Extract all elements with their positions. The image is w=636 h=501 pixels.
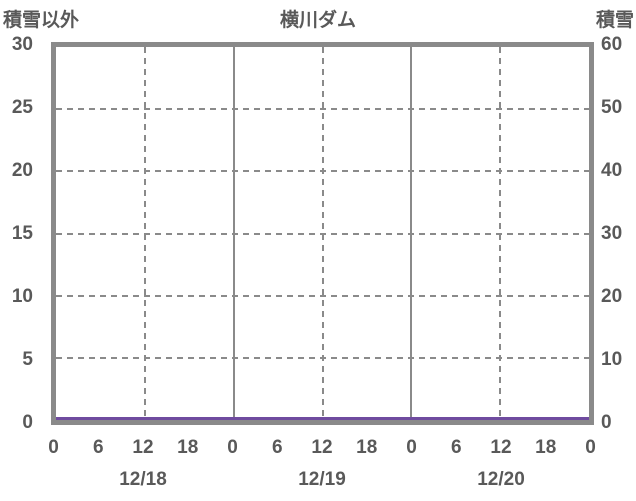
left-axis-title: 積雪以外	[3, 10, 80, 31]
right-axis-tick-10: 10	[601, 348, 623, 370]
left-axis-tick-25: 25	[11, 96, 33, 118]
x-axis-tick-h18: 18	[177, 437, 199, 458]
right-axis-tick-0: 0	[601, 411, 612, 433]
right-axis-tick-50: 50	[601, 96, 623, 118]
x-axis-tick-h54: 6	[450, 437, 462, 458]
x-axis-tick-h60: 12	[490, 437, 512, 458]
x-axis-tick-h30: 6	[271, 437, 283, 458]
right-axis-tick-40: 40	[601, 159, 623, 181]
left-axis-tick-0: 0	[22, 411, 33, 433]
x-axis-tick-h0: 0	[48, 437, 59, 458]
x-axis-tick-h72: 0	[585, 437, 596, 458]
x-axis-tick-h6: 6	[92, 437, 104, 458]
v-gridline-dashed-h60	[499, 47, 502, 420]
x-axis-date-12-19: 12/19	[298, 469, 346, 490]
x-axis-tick-h42: 18	[356, 437, 378, 458]
right-axis-tick-30: 30	[601, 222, 623, 244]
v-gridline-dashed-h12	[143, 47, 146, 420]
right-axis-tick-60: 60	[601, 33, 623, 55]
v-gridline-solid-h24	[232, 47, 235, 420]
x-axis-tick-h66: 18	[535, 437, 557, 458]
left-axis-tick-10: 10	[11, 285, 33, 307]
data-line-積雪以外	[56, 417, 589, 420]
x-axis-date-12-18: 12/18	[119, 469, 167, 490]
x-axis-date-12-20: 12/20	[477, 469, 525, 490]
chart-title: 横川ダム	[279, 10, 357, 31]
x-axis-tick-h24: 0	[227, 437, 238, 458]
right-axis-tick-20: 20	[601, 285, 623, 307]
v-gridline-solid-h48	[410, 47, 413, 420]
left-axis-tick-15: 15	[11, 222, 33, 244]
left-axis-tick-30: 30	[11, 33, 33, 55]
left-axis-tick-20: 20	[11, 159, 33, 181]
left-axis-tick-5: 5	[22, 348, 33, 370]
x-axis-tick-h12: 12	[132, 437, 154, 458]
v-gridline-dashed-h36	[321, 47, 324, 420]
plot-area	[51, 42, 594, 425]
x-axis-tick-h48: 0	[406, 437, 417, 458]
x-axis-tick-h36: 12	[311, 437, 333, 458]
right-axis-title: 積雪	[595, 10, 634, 31]
